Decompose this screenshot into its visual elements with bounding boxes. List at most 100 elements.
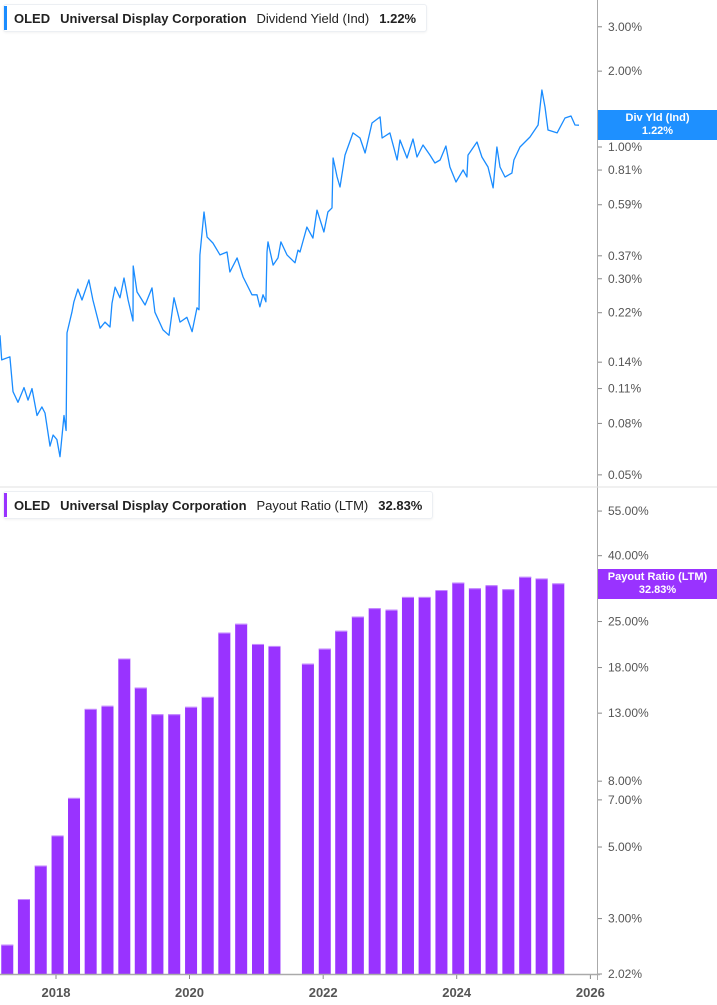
payout-bar	[168, 714, 181, 974]
y-tick-label: 7.00%	[608, 793, 642, 807]
y-tick-label: 0.11%	[608, 382, 641, 396]
payout-bar	[418, 596, 431, 974]
payout-badge-value: 32.83%	[638, 584, 677, 596]
top-legend-company: Universal Display Corporation	[60, 10, 247, 26]
payout-bar	[51, 835, 64, 974]
payout-bar	[468, 588, 481, 974]
payout-bar-top-edge	[51, 835, 64, 837]
x-axis: 2018 2020 2022 2024 2026	[42, 975, 605, 1000]
payout-bar	[84, 708, 97, 974]
payout-bar-top-edge	[351, 616, 364, 618]
yield-badge-label: Div Yld (Ind)	[625, 112, 690, 124]
y-tick-label: 3.00%	[608, 20, 642, 34]
payout-bar-top-edge	[385, 609, 398, 611]
dividend-yield-line	[0, 89, 580, 458]
payout-bar-top-edge	[418, 596, 431, 598]
payout-bar	[318, 648, 331, 974]
bottom-legend-value: 32.83%	[378, 497, 423, 513]
x-tick-label: 2024	[442, 985, 472, 1000]
y-tick-label: 13.00%	[608, 706, 649, 720]
yield-line-group	[0, 89, 580, 458]
payout-bar	[519, 576, 532, 974]
payout-bar	[218, 632, 231, 974]
payout-bar	[151, 714, 164, 974]
payout-bar-top-edge	[535, 578, 548, 580]
payout-bar-top-edge	[68, 797, 81, 799]
payout-bar	[118, 658, 131, 974]
payout-bar	[335, 630, 348, 974]
y-tick-label: 0.30%	[608, 272, 642, 286]
top-legend-color-swatch	[4, 6, 7, 30]
payout-bar-top-edge	[34, 865, 47, 867]
payout-bar-top-edge	[502, 589, 515, 591]
payout-bar-top-edge	[1, 944, 14, 946]
payout-bar-top-edge	[218, 632, 231, 634]
y-tick-label: 0.81%	[608, 163, 642, 177]
yield-badge-value: 1.22%	[641, 125, 674, 137]
payout-bar	[251, 643, 264, 974]
payout-bar	[301, 663, 314, 974]
payout-bar-top-edge	[452, 582, 465, 584]
payout-bar-top-edge	[17, 899, 30, 901]
payout-bar-top-edge	[268, 645, 281, 647]
payout-bar-top-edge	[368, 608, 381, 610]
payout-bar-top-edge	[435, 590, 448, 592]
payout-bar-top-edge	[335, 630, 348, 632]
y-tick-label: 0.37%	[608, 249, 642, 263]
payout-bar-top-edge	[134, 687, 147, 689]
y-tick-label: 0.08%	[608, 416, 642, 430]
payout-bar	[368, 608, 381, 974]
payout-bar	[401, 596, 414, 974]
payout-bar-top-edge	[251, 643, 264, 645]
payout-bar-top-edge	[318, 648, 331, 650]
y-tick-label: 3.00%	[608, 912, 642, 926]
payout-bar-top-edge	[235, 623, 248, 625]
payout-bar-top-edge	[168, 714, 181, 716]
x-tick-label: 2020	[175, 985, 204, 1000]
y-tick-label: 0.22%	[608, 306, 642, 320]
payout-bar	[1, 944, 14, 974]
yield-value-badge: Div Yld (Ind) 1.22%	[598, 110, 717, 140]
top-legend-metric: Dividend Yield (Ind)	[256, 10, 370, 26]
payout-bar-top-edge	[118, 658, 131, 660]
y-tick-label: 2.02%	[608, 967, 642, 981]
payout-bar-top-edge	[185, 706, 198, 708]
y-tick-label: 0.59%	[608, 198, 642, 212]
payout-bar-top-edge	[101, 705, 114, 707]
y-tick-label: 0.14%	[608, 355, 642, 369]
payout-bar	[17, 899, 30, 974]
payout-bar	[101, 705, 114, 974]
bottom-legend: OLED Universal Display Corporation Payou…	[3, 491, 434, 519]
payout-bar	[535, 578, 548, 974]
payout-bar-top-edge	[151, 714, 164, 716]
y-tick-label: 2.00%	[608, 64, 642, 78]
y-tick-label: 1.00%	[608, 140, 642, 154]
bottom-legend-color-swatch	[4, 493, 7, 517]
payout-bar-top-edge	[84, 708, 97, 710]
y-tick-label: 25.00%	[608, 615, 649, 629]
top-legend-ticker: OLED	[14, 10, 51, 26]
payout-bar	[351, 616, 364, 974]
payout-bar-top-edge	[201, 696, 214, 698]
payout-bar-top-edge	[519, 576, 532, 578]
payout-bar	[552, 583, 565, 974]
y-tick-label: 18.00%	[608, 661, 649, 675]
payout-bar	[68, 797, 81, 974]
x-tick-label: 2018	[42, 985, 71, 1000]
top-y-axis: 3.00% 2.00% 1.00% 0.81% 0.59% 0.37% 0.30% 0.22%…	[598, 20, 642, 482]
y-tick-label: 55.00%	[608, 504, 649, 518]
payout-bar	[235, 623, 248, 974]
payout-bar	[201, 696, 214, 974]
payout-bar-top-edge	[401, 596, 414, 598]
y-tick-label: 40.00%	[608, 549, 649, 563]
x-tick-label: 2026	[576, 985, 605, 1000]
bottom-legend-ticker: OLED	[14, 497, 51, 513]
payout-badge-label: Payout Ratio (LTM)	[607, 571, 708, 583]
y-tick-label: 8.00%	[608, 774, 642, 788]
payout-bar	[452, 582, 465, 974]
bottom-legend-metric: Payout Ratio (LTM)	[256, 497, 369, 513]
top-legend: OLED Universal Display Corporation Divid…	[3, 4, 428, 32]
payout-bar	[485, 585, 498, 974]
payout-bar	[502, 589, 515, 974]
